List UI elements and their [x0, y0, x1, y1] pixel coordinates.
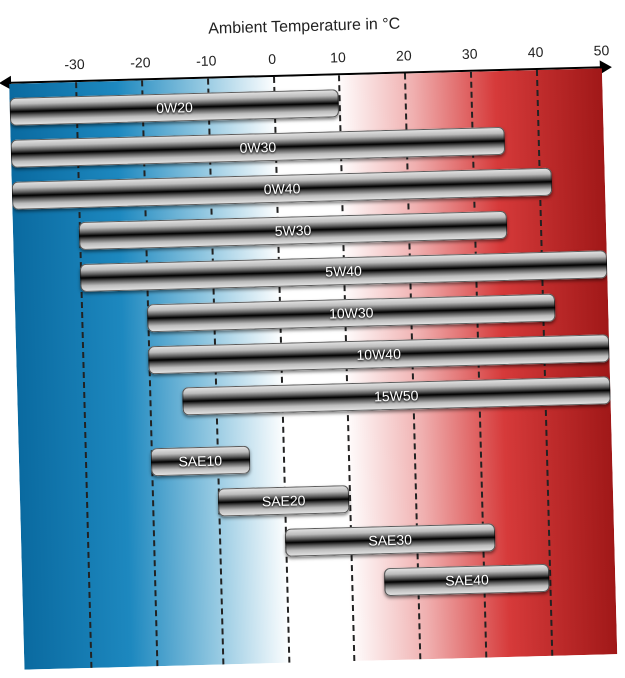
bar-label: SAE10 [178, 452, 222, 469]
bar-label: 10W40 [356, 346, 401, 363]
bar-label: 10W30 [329, 304, 374, 321]
x-tick-label: 10 [330, 49, 346, 65]
bar-label: 0W40 [264, 180, 301, 197]
bar-label: 15W50 [374, 387, 419, 404]
range-bar: SAE40 [384, 564, 549, 596]
x-tick-label: -30 [64, 56, 85, 73]
range-bar: SAE30 [284, 523, 496, 557]
bar-label: SAE30 [368, 531, 412, 548]
bar-label: SAE20 [262, 492, 306, 509]
oil-viscosity-chart: Ambient Temperature in °C -30 -20 -10 0 10 20… [2, 10, 624, 676]
x-tick-label: 0 [268, 51, 276, 67]
range-bar: SAE20 [217, 485, 349, 516]
x-tick-label: -20 [130, 54, 151, 71]
bar-label: 0W20 [156, 99, 193, 116]
x-tick-label: 30 [462, 46, 478, 62]
chart-title: Ambient Temperature in °C [2, 10, 607, 44]
bar-label: SAE40 [445, 571, 489, 588]
plot-area: 0W20 0W30 0W40 5W30 5W40 10W30 10W40 15W50 SAE10… [9, 68, 617, 669]
bar-label: 5W40 [325, 263, 362, 280]
bar-label: 5W30 [275, 222, 312, 239]
x-tick-label: 20 [396, 47, 412, 63]
range-bar: SAE10 [150, 446, 250, 477]
x-tick-label: -10 [196, 52, 217, 69]
x-tick-label: 40 [528, 44, 544, 60]
x-tick-label: 50 [593, 42, 609, 58]
bar-label: 0W30 [239, 139, 276, 156]
